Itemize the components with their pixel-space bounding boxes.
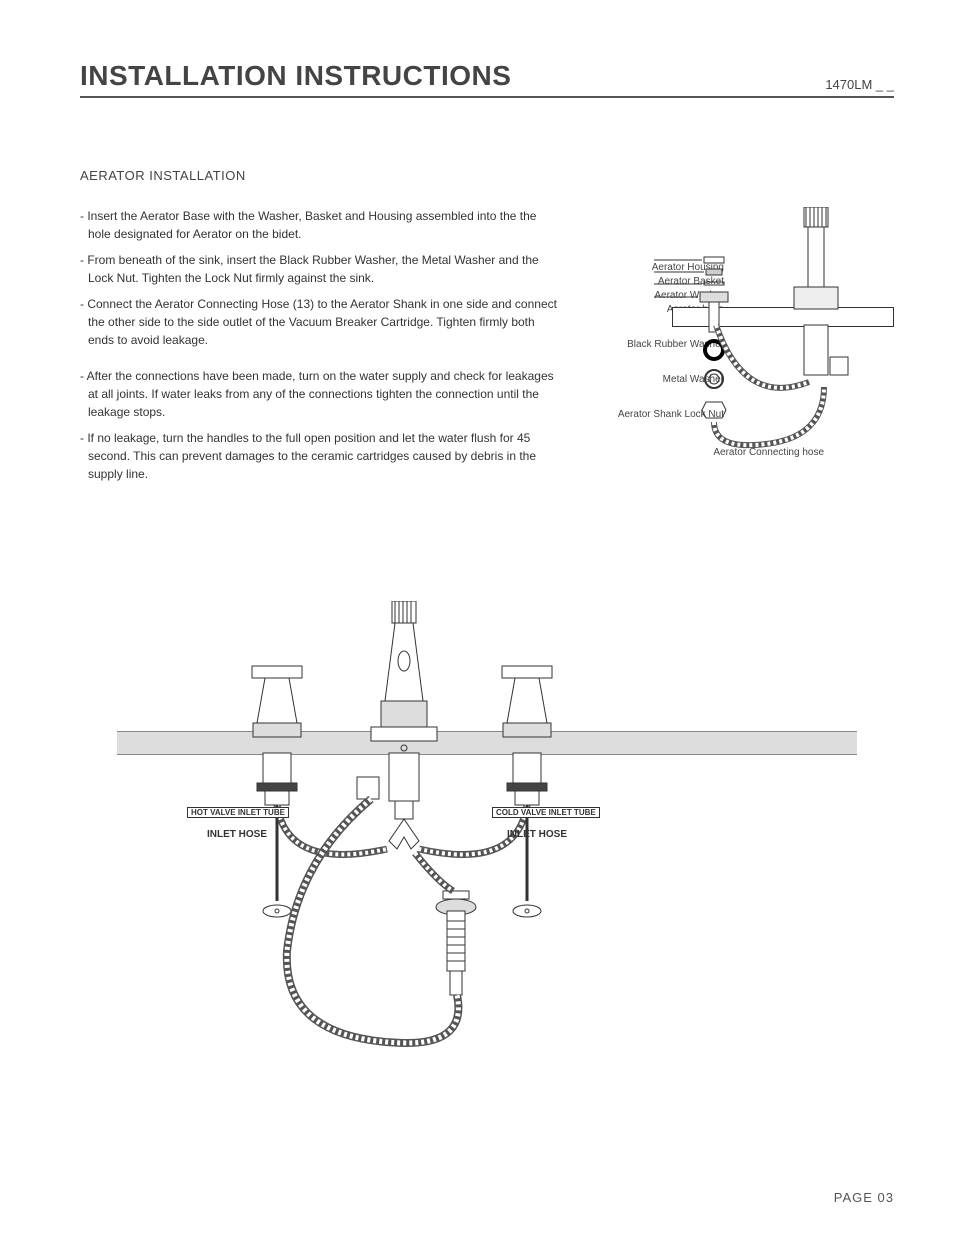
instruction-item: - From beneath of the sink, insert the B… (80, 251, 560, 287)
aerator-diagram: Aerator Housing Aerator Basket Aerator W… (568, 207, 894, 491)
faucet-svg (157, 601, 817, 1081)
label-connecting-hose: Aerator Connecting hose (713, 447, 824, 458)
label-cold-valve-tube: COLD VALVE INLET TUBE (492, 807, 600, 818)
page-title: INSTALLATION INSTRUCTIONS (80, 60, 511, 92)
label-inlet-hose-right: INLET HOSE (507, 829, 567, 840)
body-row: - Insert the Aerator Base with the Washe… (80, 207, 894, 491)
label-hot-valve-tube: HOT VALVE INLET TUBE (187, 807, 289, 818)
instruction-item: - If no leakage, turn the handles to the… (80, 429, 560, 483)
instruction-item: - Connect the Aerator Connecting Hose (1… (80, 295, 560, 349)
aerator-svg (654, 207, 874, 467)
instruction-list: - Insert the Aerator Base with the Washe… (80, 207, 560, 491)
instruction-item: - After the connections have been made, … (80, 367, 560, 421)
document-page: INSTALLATION INSTRUCTIONS 1470LM _ _ AER… (0, 0, 954, 1235)
label-inlet-hose-left: INLET HOSE (207, 829, 267, 840)
faucet-assembly-diagram: HOT VALVE INLET TUBE COLD VALVE INLET TU… (157, 601, 817, 1086)
header: INSTALLATION INSTRUCTIONS 1470LM _ _ (80, 60, 894, 98)
section-title: AERATOR INSTALLATION (80, 168, 894, 183)
page-number: PAGE 03 (834, 1190, 894, 1205)
instruction-item: - Insert the Aerator Base with the Washe… (80, 207, 560, 243)
model-number: 1470LM _ _ (825, 77, 894, 92)
